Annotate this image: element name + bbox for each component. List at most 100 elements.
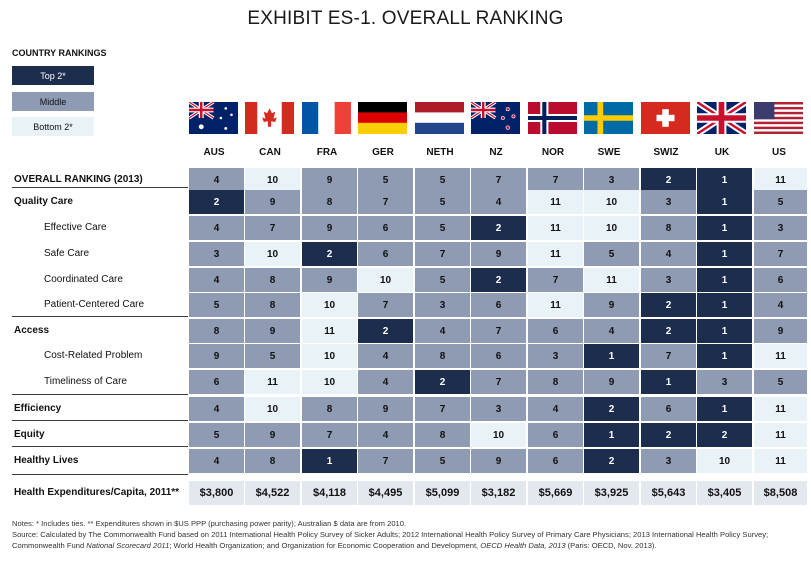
rank-cell: 6 <box>189 370 244 394</box>
country-code: NETH <box>426 147 454 158</box>
expenditure-cell: $3,182 <box>471 481 526 505</box>
rank-cell: 9 <box>245 423 300 447</box>
rank-cell: 11 <box>528 216 583 240</box>
country-code: GER <box>372 147 394 158</box>
divider <box>12 394 188 395</box>
expenditure-cell: $5,643 <box>641 481 696 505</box>
row-label-cost-related-problem: Cost-Related Problem <box>44 350 143 361</box>
rank-cell: 5 <box>415 268 470 292</box>
exhibit-title: EXHIBIT ES-1. OVERALL RANKING <box>247 8 564 29</box>
divider <box>12 474 188 475</box>
rank-cell: 1 <box>641 370 696 394</box>
rank-cell: 9 <box>584 293 639 317</box>
expenditure-cell: $4,522 <box>245 481 300 505</box>
rank-cell: 9 <box>245 190 300 214</box>
rank-cell: 3 <box>641 190 696 214</box>
rank-cell: 6 <box>471 293 526 317</box>
rank-cell: 5 <box>245 344 300 368</box>
rank-cell: 3 <box>415 293 470 317</box>
rank-cell: 7 <box>754 242 807 266</box>
rank-cell: 2 <box>641 423 696 447</box>
rank-cell: 3 <box>189 242 244 266</box>
rank-cell: 4 <box>358 423 413 447</box>
rank-cell: 1 <box>697 242 752 266</box>
rank-cell: 6 <box>471 344 526 368</box>
country-code: UK <box>714 147 730 158</box>
rank-cell: 7 <box>245 216 300 240</box>
expenditure-cell: $4,118 <box>302 481 357 505</box>
rank-cell: 6 <box>528 423 583 447</box>
rank-cell: 11 <box>754 423 807 447</box>
rank-cell: 11 <box>754 168 807 192</box>
row-label-coordinated-care: Coordinated Care <box>44 274 123 285</box>
rank-cell: 9 <box>302 168 357 192</box>
rank-cell: 8 <box>189 319 244 343</box>
rank-cell: 4 <box>358 344 413 368</box>
sweden-flag-icon <box>584 102 633 134</box>
rank-cell: 8 <box>415 423 470 447</box>
rank-cell: 8 <box>641 216 696 240</box>
row-label-healthy-lives: Healthy Lives <box>14 455 79 466</box>
legend-top: Top 2* <box>12 66 94 85</box>
rank-cell: 1 <box>697 268 752 292</box>
rank-cell: 11 <box>302 319 357 343</box>
expenditure-cell: $4,495 <box>358 481 413 505</box>
rank-cell: 1 <box>697 190 752 214</box>
rank-cell: 8 <box>245 449 300 473</box>
rank-cell: 1 <box>697 319 752 343</box>
rank-cell: 2 <box>471 216 526 240</box>
country-code: SWE <box>597 147 621 158</box>
new-zealand-flag-icon <box>471 102 520 134</box>
rank-cell: 5 <box>415 190 470 214</box>
rank-cell: 9 <box>302 216 357 240</box>
rank-cell: 4 <box>189 268 244 292</box>
country-code: NZ <box>489 147 503 158</box>
rank-cell: 2 <box>302 242 357 266</box>
country-code: SWIZ <box>653 147 679 158</box>
rank-cell: 2 <box>358 319 413 343</box>
rank-cell: 8 <box>302 397 357 421</box>
rank-cell: 9 <box>584 370 639 394</box>
rank-cell: 9 <box>189 344 244 368</box>
germany-flag-icon <box>358 102 407 134</box>
rank-cell: 4 <box>471 190 526 214</box>
rank-cell: 6 <box>641 397 696 421</box>
rank-cell: 10 <box>584 190 639 214</box>
rank-cell: 4 <box>189 397 244 421</box>
canada-flag-icon <box>245 102 294 134</box>
row-label-efficiency: Efficiency <box>14 403 62 414</box>
uk-flag-icon <box>697 102 746 134</box>
expenditure-cell: $5,099 <box>415 481 470 505</box>
divider <box>12 316 188 317</box>
rank-cell: 2 <box>471 268 526 292</box>
notes-line-1: Notes: * Includes ties. ** Expenditures … <box>12 519 407 528</box>
rank-cell: 10 <box>302 370 357 394</box>
rank-cell: 6 <box>528 449 583 473</box>
country-code: NOR <box>541 147 565 158</box>
rank-cell: 4 <box>415 319 470 343</box>
row-label-patient-centered-care: Patient-Centered Care <box>44 299 145 310</box>
rank-cell: 3 <box>641 268 696 292</box>
row-label-access: Access <box>14 325 50 336</box>
rank-cell: 10 <box>584 216 639 240</box>
rank-cell: 1 <box>584 423 639 447</box>
legend-heading: COUNTRY RANKINGS <box>12 48 107 58</box>
rank-cell: 11 <box>754 397 807 421</box>
rank-cell: 6 <box>358 242 413 266</box>
rank-cell: 11 <box>754 344 807 368</box>
notes: Notes: * Includes ties. ** Expenditures … <box>12 518 797 551</box>
divider <box>12 446 188 447</box>
rank-cell: 4 <box>189 449 244 473</box>
rank-cell: 5 <box>754 370 807 394</box>
rank-cell: 1 <box>697 293 752 317</box>
rank-cell: 7 <box>471 370 526 394</box>
rank-cell: 8 <box>528 370 583 394</box>
rank-cell: 9 <box>471 242 526 266</box>
rank-cell: 9 <box>302 268 357 292</box>
country-code: US <box>772 147 786 158</box>
legend-bottom: Bottom 2* <box>12 117 94 136</box>
rank-cell: 5 <box>584 242 639 266</box>
rank-cell: 3 <box>471 397 526 421</box>
rank-cell: 8 <box>302 190 357 214</box>
rank-cell: 3 <box>584 168 639 192</box>
